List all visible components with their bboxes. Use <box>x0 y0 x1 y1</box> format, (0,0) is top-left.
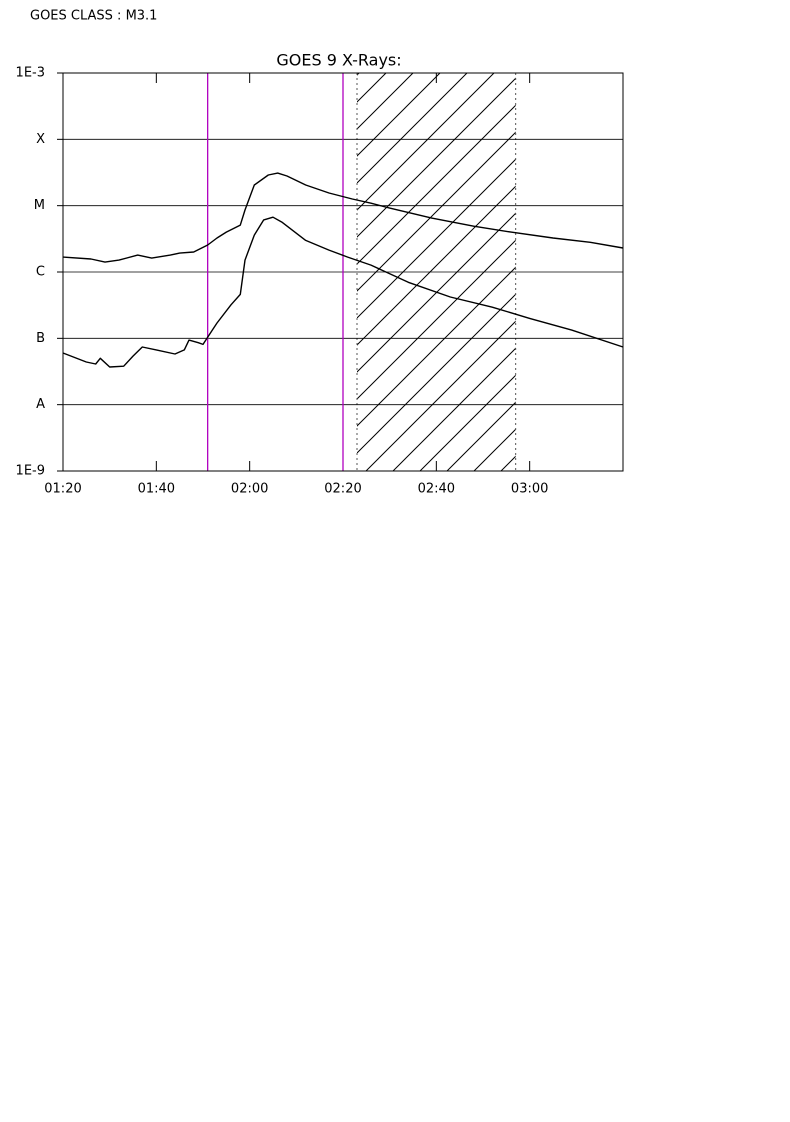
y-tick-label: X <box>36 132 45 147</box>
flux-line <box>62 216 624 368</box>
y-tick-label: B <box>36 331 45 346</box>
x-tick-label: 02:40 <box>418 482 455 497</box>
x-tick-label: 02:00 <box>231 482 268 497</box>
y-tick-label: C <box>36 265 45 280</box>
chart-title: GOES 9 X-Rays: <box>276 51 401 70</box>
plot-frame <box>62 72 624 472</box>
goes-class: GOES CLASS : M3.1 <box>30 9 157 24</box>
x-tick-label: 01:20 <box>44 482 81 497</box>
flux-line <box>62 172 624 263</box>
x-tick-label: 01:40 <box>138 482 175 497</box>
y-tick-label: 1E-3 <box>16 66 45 81</box>
x-tick-label: 03:00 <box>511 482 548 497</box>
y-tick-label: M <box>34 198 45 213</box>
y-tick-label: 1E-9 <box>16 464 45 479</box>
y-tick-label: A <box>36 397 45 412</box>
x-tick-label: 02:20 <box>324 482 361 497</box>
